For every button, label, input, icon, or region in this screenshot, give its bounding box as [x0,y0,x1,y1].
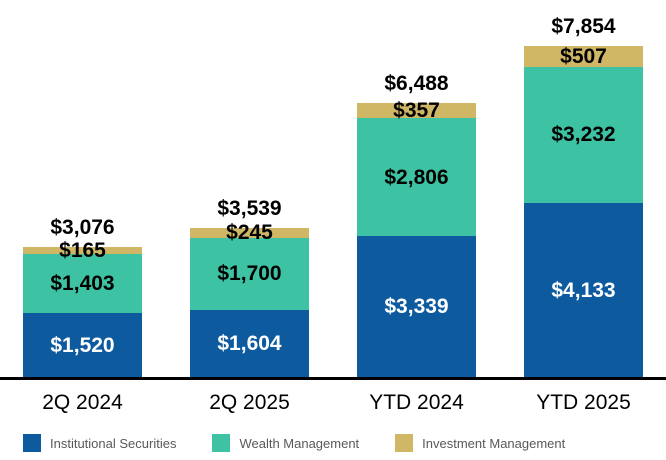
bar-segment-value-label: $165 [59,238,106,262]
bar-segment-value-label: $357 [393,99,440,123]
x-axis-label-2q-2025: 2Q 2025 [209,391,290,414]
bar-segment-value-label: $1,700 [217,262,282,286]
legend-label: Wealth Management [239,435,360,451]
bar-ytd-2025: $507 $3,232 $4,133 [524,44,643,377]
bar-segment-value-label: $4,133 [551,278,616,302]
bar-segment-investment-management: $245 [190,222,309,243]
bar-segment-value-label: $1,520 [50,333,115,357]
legend: Institutional Securities Wealth Managemen… [23,434,666,452]
bar-segment-wealth-management: $1,403 [23,253,142,313]
bar-group-2q-2025: $3,539 $245 $1,700 $1,604 [190,196,309,377]
legend-item-institutional-securities: Institutional Securities [23,434,176,452]
bar-segment-investment-management: $165 [23,240,142,261]
x-axis-label-ytd-2024: YTD 2024 [369,391,464,414]
bar-2q-2025: $245 $1,700 $1,604 [190,222,309,377]
bar-segment-value-label: $245 [226,221,273,245]
bar-segment-institutional-securities: $1,520 [23,313,142,377]
legend-swatch-institutional-securities [23,434,41,452]
bar-total-label: $3,539 [217,196,282,220]
bar-segment-institutional-securities: $1,604 [190,309,309,377]
bar-segment-wealth-management: $2,806 [357,118,476,237]
bar-segment-value-label: $2,806 [384,165,449,189]
bar-group-2q-2024: $3,076 $165 $1,403 $1,520 [23,217,142,377]
bar-group-ytd-2025: $7,854 $507 $3,232 $4,133 [524,14,643,377]
legend-item-wealth-management: Wealth Management [212,434,359,452]
legend-item-investment-management: Investment Management [395,434,565,452]
x-axis-label-2q-2024: 2Q 2024 [42,391,123,414]
bar-segment-investment-management: $357 [357,99,476,123]
bar-segment-wealth-management: $1,700 [190,237,309,310]
bar-segment-value-label: $1,403 [50,271,115,295]
bar-total-label: $7,854 [551,14,616,38]
legend-swatch-investment-management [395,434,414,452]
legend-label: Investment Management [422,435,566,451]
bar-segment-value-label: $3,339 [384,295,449,319]
bar-segment-value-label: $3,232 [551,123,616,147]
plot-area: $3,076 $165 $1,403 $1,520 $3,539 $245 $1,700 $1… [0,14,666,380]
bar-segment-institutional-securities: $4,133 [524,203,643,377]
bar-segment-investment-management: $507 [524,44,643,68]
legend-swatch-wealth-management [212,434,231,452]
x-axis-labels: 2Q 2024 2Q 2025 YTD 2024 YTD 2025 [0,391,666,415]
bar-group-ytd-2024: $6,488 $357 $2,806 $3,339 [357,73,476,377]
bar-segment-value-label: $1,604 [217,331,282,355]
bar-ytd-2024: $357 $2,806 $3,339 [357,99,476,377]
bar-total-label: $6,488 [384,72,449,96]
bar-segment-wealth-management: $3,232 [524,66,643,203]
bar-segment-institutional-securities: $3,339 [357,236,476,377]
x-axis-label-ytd-2025: YTD 2025 [536,391,631,414]
bar-2q-2024: $165 $1,403 $1,520 [23,240,142,377]
bar-segment-value-label: $507 [560,44,607,68]
legend-label: Institutional Securities [50,435,177,451]
bar-total-label: $3,076 [50,216,115,240]
